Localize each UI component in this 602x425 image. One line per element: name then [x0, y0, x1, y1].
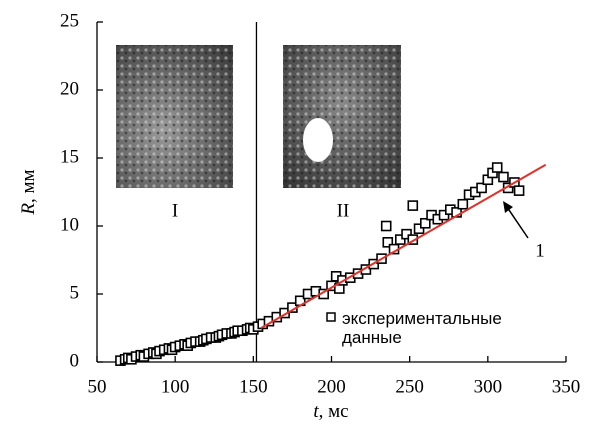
data-point	[476, 182, 487, 194]
data-point	[407, 234, 419, 245]
data-point	[491, 162, 503, 173]
x-tick-label: 100	[161, 376, 190, 397]
fit-line	[260, 163, 547, 329]
inset-label: II	[337, 200, 350, 221]
x-tick-label: 150	[239, 376, 268, 397]
x-axis-symbol: t	[313, 401, 319, 422]
x-tick-label: 350	[552, 376, 581, 397]
data-point	[380, 220, 392, 232]
data-point	[382, 237, 394, 248]
legend-label: экспериментальные данные	[342, 309, 502, 347]
data-point	[438, 209, 450, 221]
annotation-arrowhead	[503, 201, 513, 213]
inset-photo-2	[283, 45, 401, 188]
data-point	[419, 217, 431, 229]
y-tick-label: 25	[60, 10, 79, 31]
x-axis-label: t, мс	[313, 401, 348, 422]
legend-marker	[326, 312, 336, 322]
x-tick-label: 250	[395, 376, 424, 397]
y-tick-label: 5	[70, 282, 80, 303]
annotation: 1	[535, 240, 545, 261]
x-tick-label: 300	[474, 376, 503, 397]
data-point	[513, 185, 525, 196]
data-point	[407, 200, 419, 211]
data-point	[498, 171, 509, 183]
data-point	[413, 223, 425, 235]
data-point	[394, 234, 406, 245]
y-axis-symbol: R	[18, 203, 39, 216]
x-tick-label: 200	[317, 376, 346, 397]
data-point	[401, 228, 412, 240]
x-tick-label: 50	[88, 376, 107, 397]
y-tick-label: 10	[60, 214, 79, 235]
inset-label: I	[172, 200, 178, 221]
data-point	[457, 198, 469, 210]
annotation-arrow	[506, 206, 529, 239]
y-tick-label: 0	[70, 350, 80, 371]
x-axis-unit: , мс	[319, 401, 349, 422]
y-tick-label: 20	[60, 78, 79, 99]
y-tick-label: 15	[60, 146, 79, 167]
inset-photo-1	[116, 45, 233, 188]
y-axis-unit: , мм	[18, 169, 39, 203]
y-axis-label: R, мм	[18, 169, 39, 215]
